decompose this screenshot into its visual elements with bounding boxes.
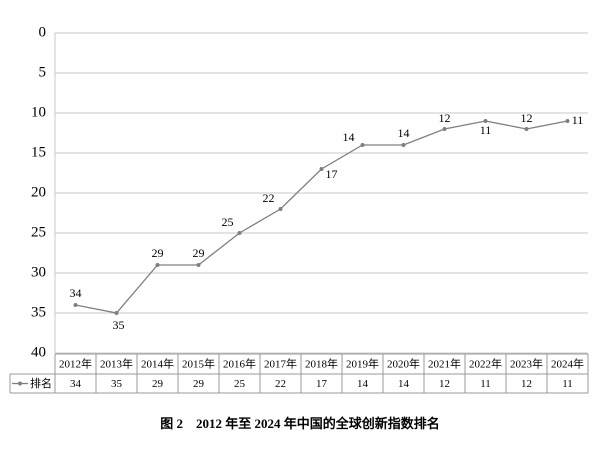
- x-tick-label: 2016年: [223, 357, 256, 371]
- x-tick-label: 2022年: [469, 357, 502, 371]
- data-point: [442, 127, 447, 131]
- data-point: [401, 143, 406, 147]
- x-tick-label: 2024年: [551, 357, 584, 371]
- data-label: 12: [439, 111, 451, 125]
- data-label: 25: [222, 215, 234, 229]
- table-value: 12: [521, 378, 532, 390]
- data-label: 11: [572, 113, 584, 127]
- chart-title: 图 2 2012 年至 2024 年中国的全球创新指数排名: [160, 416, 440, 431]
- data-point: [524, 127, 529, 131]
- x-tick-label: 2013年: [100, 357, 133, 371]
- data-label: 14: [343, 130, 355, 144]
- y-tick-label: 15: [31, 144, 46, 160]
- data-point: [360, 143, 365, 147]
- data-label: 12: [521, 111, 533, 125]
- x-tick-label: 2019年: [346, 357, 379, 371]
- data-label: 29: [152, 246, 164, 260]
- data-point: [114, 311, 119, 315]
- table-value: 25: [234, 378, 246, 390]
- legend-marker: [18, 381, 22, 386]
- x-tick-label: 2018年: [305, 357, 338, 371]
- y-tick-label: 10: [31, 104, 46, 120]
- x-tick-label: 2017年: [264, 357, 297, 371]
- data-label: 22: [263, 191, 275, 205]
- x-tick-label: 2020年: [387, 357, 420, 371]
- y-tick-label: 20: [31, 184, 46, 200]
- data-point: [319, 167, 324, 171]
- data-label: 29: [193, 246, 205, 260]
- table-value: 11: [562, 378, 573, 390]
- table-value: 11: [480, 378, 491, 390]
- y-tick-label: 5: [39, 64, 47, 80]
- table-value: 29: [193, 378, 205, 390]
- x-tick-label: 2012年: [59, 357, 92, 371]
- data-point: [73, 303, 78, 307]
- y-tick-label: 40: [31, 344, 46, 360]
- y-tick-label: 30: [31, 264, 46, 280]
- table-value: 14: [357, 378, 369, 390]
- data-label: 17: [326, 167, 338, 181]
- data-line: [75, 120, 568, 314]
- data-label: 14: [398, 126, 410, 140]
- table-value: 12: [439, 378, 450, 390]
- table-value: 17: [316, 378, 328, 390]
- data-point: [237, 231, 242, 235]
- data-point: [278, 207, 283, 211]
- data-point: [483, 119, 488, 123]
- x-tick-label: 2023年: [510, 357, 543, 371]
- y-tick-label: 35: [31, 304, 46, 320]
- data-point: [155, 263, 160, 267]
- x-tick-label: 2014年: [141, 357, 174, 371]
- table-value: 35: [111, 378, 123, 390]
- table-value: 34: [70, 378, 82, 390]
- data-label: 11: [480, 123, 492, 137]
- data-label: 35: [113, 318, 125, 332]
- table-value: 14: [398, 378, 410, 390]
- table-value: 22: [275, 378, 286, 390]
- legend-label: 排名: [30, 376, 52, 390]
- data-point: [565, 119, 570, 123]
- x-tick-label: 2015年: [182, 357, 215, 371]
- x-tick-label: 2021年: [428, 357, 461, 371]
- y-tick-label: 0: [39, 24, 47, 40]
- y-tick-label: 25: [31, 224, 46, 240]
- data-label: 34: [70, 286, 82, 300]
- table-value: 29: [152, 378, 164, 390]
- data-point: [196, 263, 201, 267]
